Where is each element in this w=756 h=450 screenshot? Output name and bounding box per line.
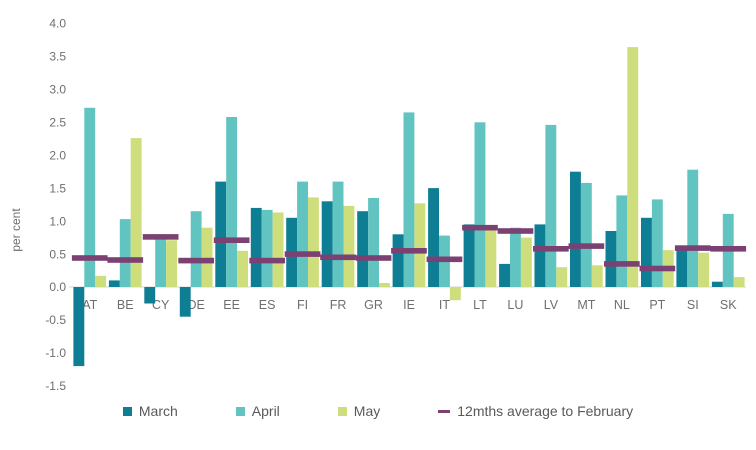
april-swatch-icon <box>235 406 245 416</box>
svg-text:FI: FI <box>297 298 308 312</box>
chart-svg: AT BE CY DE EE ES FI FR GR IE IT LT LU LV MT NL PT SI SK 4.… <box>9 17 747 393</box>
legend-label-may: May <box>353 403 381 419</box>
legend-item-april: April <box>235 403 280 419</box>
svg-text:BE: BE <box>117 298 134 312</box>
svg-text:PT: PT <box>649 298 665 312</box>
svg-text:-1.0: -1.0 <box>45 346 66 360</box>
svg-text:LT: LT <box>473 298 487 312</box>
svg-text:1.5: 1.5 <box>49 181 66 195</box>
svg-text:NL: NL <box>614 298 630 312</box>
svg-text:2.5: 2.5 <box>49 116 66 130</box>
svg-text:1.0: 1.0 <box>49 214 66 228</box>
svg-text:-0.5: -0.5 <box>45 313 66 327</box>
svg-text:2.0: 2.0 <box>49 148 66 162</box>
svg-text:SI: SI <box>687 298 699 312</box>
legend-item-may: May <box>337 403 381 419</box>
svg-text:-1.5: -1.5 <box>45 379 66 393</box>
svg-text:LU: LU <box>507 298 523 312</box>
svg-text:per cent: per cent <box>9 208 23 252</box>
svg-text:EE: EE <box>223 298 240 312</box>
svg-text:CY: CY <box>152 298 170 312</box>
svg-text:AT: AT <box>82 298 97 312</box>
svg-text:IE: IE <box>403 298 415 312</box>
legend-label-march: March <box>138 403 178 419</box>
svg-text:LV: LV <box>544 298 559 312</box>
average-dash-icon <box>438 409 451 413</box>
svg-text:IT: IT <box>439 298 450 312</box>
svg-text:FR: FR <box>330 298 347 312</box>
legend-item-march: March <box>122 403 178 419</box>
svg-text:3.0: 3.0 <box>49 83 66 97</box>
legend-label-average: 12mths average to February <box>457 403 634 419</box>
chart-legend: March April May 12mths average to Februa… <box>0 403 756 419</box>
svg-text:GR: GR <box>364 298 383 312</box>
svg-text:ES: ES <box>259 298 276 312</box>
may-swatch-icon <box>337 406 347 416</box>
svg-text:3.5: 3.5 <box>49 50 66 64</box>
legend-item-average: 12mths average to February <box>438 403 633 419</box>
svg-text:0.0: 0.0 <box>49 280 66 294</box>
svg-text:0.5: 0.5 <box>49 247 66 261</box>
svg-text:SK: SK <box>720 298 737 312</box>
svg-text:MT: MT <box>577 298 595 312</box>
legend-label-april: April <box>251 403 280 419</box>
march-swatch-icon <box>122 406 132 416</box>
svg-text:4.0: 4.0 <box>49 17 66 31</box>
svg-text:DE: DE <box>187 298 204 312</box>
